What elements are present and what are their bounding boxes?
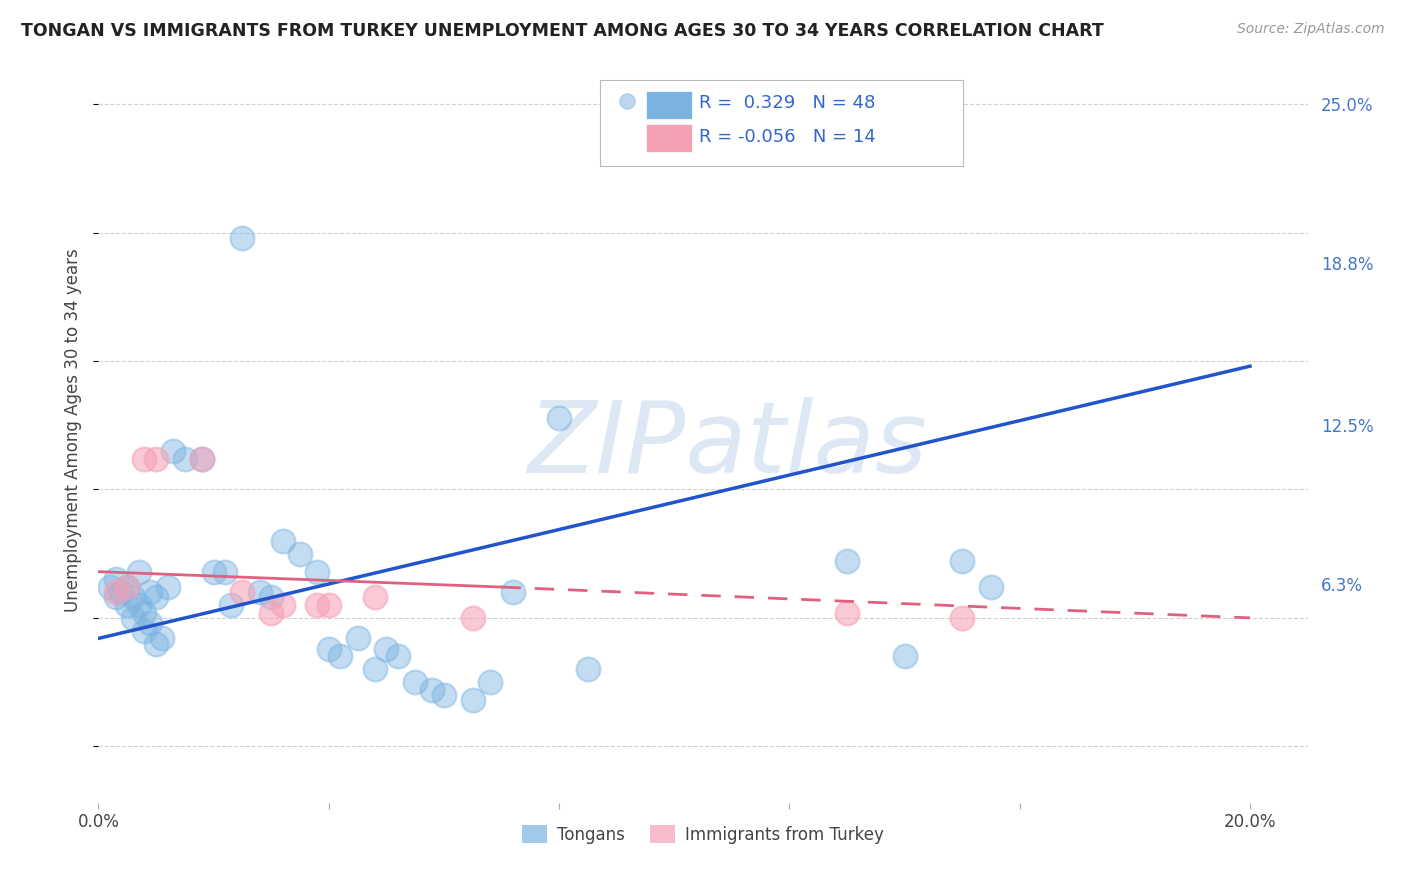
Point — [191, 451, 214, 466]
Point — [404, 675, 426, 690]
Point — [231, 585, 253, 599]
Point — [318, 598, 340, 612]
Point — [950, 554, 973, 568]
Point — [375, 641, 398, 656]
Text: R = -0.056   N = 14: R = -0.056 N = 14 — [699, 128, 876, 146]
Y-axis label: Unemployment Among Ages 30 to 34 years: Unemployment Among Ages 30 to 34 years — [65, 249, 83, 612]
Point — [98, 580, 121, 594]
Point — [145, 451, 167, 466]
Point — [115, 580, 138, 594]
Point — [150, 632, 173, 646]
Point — [307, 565, 329, 579]
Point — [835, 606, 858, 620]
Point — [318, 641, 340, 656]
Point — [346, 632, 368, 646]
Point — [115, 580, 138, 594]
Point — [387, 649, 409, 664]
Point — [433, 688, 456, 702]
FancyBboxPatch shape — [647, 91, 692, 119]
Point — [104, 585, 127, 599]
Point — [422, 682, 444, 697]
Point — [122, 591, 145, 605]
Point — [219, 598, 242, 612]
Point — [139, 585, 162, 599]
Point — [835, 554, 858, 568]
Point — [307, 598, 329, 612]
Point — [104, 573, 127, 587]
Point — [271, 533, 294, 548]
Point — [145, 591, 167, 605]
Point — [461, 611, 484, 625]
Point — [288, 547, 311, 561]
Point — [950, 611, 973, 625]
Point — [128, 598, 150, 612]
Point — [214, 565, 236, 579]
FancyBboxPatch shape — [647, 123, 692, 152]
Point — [202, 565, 225, 579]
Point — [139, 615, 162, 630]
Point — [122, 611, 145, 625]
Point — [145, 636, 167, 650]
Point — [893, 649, 915, 664]
Point — [249, 585, 271, 599]
Point — [329, 649, 352, 664]
Point — [461, 693, 484, 707]
Point — [576, 662, 599, 676]
Point — [980, 580, 1002, 594]
Point — [128, 565, 150, 579]
Point — [104, 591, 127, 605]
Point — [478, 675, 501, 690]
Point — [134, 451, 156, 466]
Point — [231, 231, 253, 245]
Point — [162, 444, 184, 458]
Point — [173, 451, 195, 466]
Point — [115, 598, 138, 612]
Point — [364, 591, 387, 605]
Point — [110, 585, 132, 599]
Point — [502, 585, 524, 599]
Text: ZIPatlas: ZIPatlas — [527, 397, 927, 494]
Text: Source: ZipAtlas.com: Source: ZipAtlas.com — [1237, 22, 1385, 37]
Point — [156, 580, 179, 594]
Legend: Tongans, Immigrants from Turkey: Tongans, Immigrants from Turkey — [516, 819, 890, 850]
Text: TONGAN VS IMMIGRANTS FROM TURKEY UNEMPLOYMENT AMONG AGES 30 TO 34 YEARS CORRELAT: TONGAN VS IMMIGRANTS FROM TURKEY UNEMPLO… — [21, 22, 1104, 40]
Point — [271, 598, 294, 612]
Point — [134, 606, 156, 620]
Text: R =  0.329   N = 48: R = 0.329 N = 48 — [699, 94, 876, 112]
Point — [260, 591, 283, 605]
Point — [364, 662, 387, 676]
Point — [260, 606, 283, 620]
Point — [548, 410, 571, 425]
FancyBboxPatch shape — [600, 80, 963, 166]
Point — [134, 624, 156, 638]
Point — [191, 451, 214, 466]
